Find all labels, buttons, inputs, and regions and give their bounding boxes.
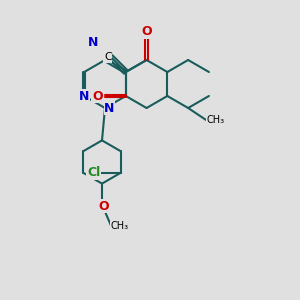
- Text: Cl: Cl: [87, 166, 100, 179]
- Text: CH₃: CH₃: [206, 115, 224, 125]
- Text: N: N: [79, 89, 89, 103]
- Text: N: N: [104, 101, 115, 115]
- Text: N: N: [88, 35, 98, 49]
- Text: O: O: [141, 25, 152, 38]
- Text: C: C: [104, 52, 112, 62]
- Text: O: O: [98, 200, 109, 213]
- Text: CH₃: CH₃: [111, 220, 129, 231]
- Text: O: O: [92, 89, 103, 103]
